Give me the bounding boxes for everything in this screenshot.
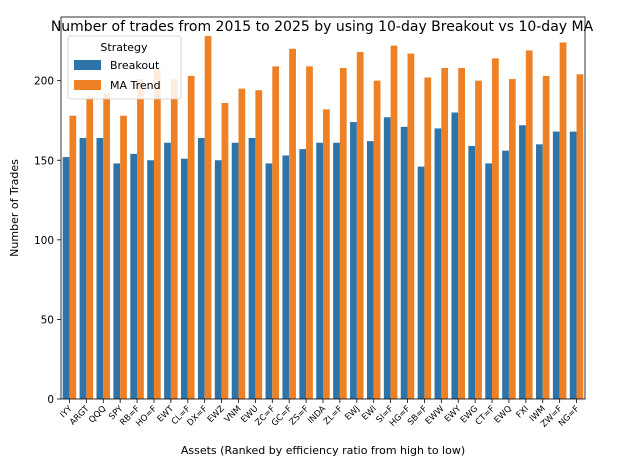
bar-ma-trend-inda [323, 109, 330, 399]
legend-label-ma-trend: MA Trend [110, 79, 161, 92]
x-tick-label: QQQ [87, 404, 108, 425]
x-tick-label: ZS=F [288, 404, 312, 428]
y-tick-label: 50 [41, 314, 54, 326]
bar-breakout-gc-f [282, 155, 290, 399]
x-tick-label: EWQ [493, 404, 515, 426]
bar-breakout-fxi [519, 125, 526, 399]
bar-breakout-zl-f [333, 142, 340, 400]
bar-breakout-zs-f [299, 149, 307, 399]
bar-ma-trend-sb-f [424, 77, 432, 399]
y-tick-label: 100 [34, 235, 54, 247]
bar-ma-trend-ewi [373, 80, 381, 400]
x-tick-label: ARGT [68, 403, 92, 427]
bar-ma-trend-dx-f [204, 36, 212, 399]
x-tick-label: EWW [424, 404, 447, 427]
bar-ma-trend-ewz [221, 102, 229, 399]
bar-ma-trend-qqq [103, 93, 111, 400]
bar-breakout-ewy [451, 112, 459, 399]
bar-ma-trend-hg-f [407, 53, 415, 400]
bar-ma-trend-si-f [390, 45, 398, 400]
bar-breakout-cl-f [181, 158, 188, 399]
bar-breakout-hg-f [400, 126, 408, 399]
bar-breakout-ewq [502, 150, 509, 399]
x-tick-label: SB=F [406, 404, 430, 428]
bar-breakout-iwm [535, 144, 543, 399]
bar-breakout-ewg [468, 145, 476, 399]
bar-ma-trend-zl-f [339, 67, 347, 400]
y-tick-label: 200 [34, 76, 54, 88]
bar-breakout-vnm [231, 142, 239, 400]
bar-ma-trend-argt [86, 96, 94, 399]
bar-breakout-qqq [96, 137, 104, 399]
bar-ma-trend-ewj [356, 52, 364, 400]
legend-label-breakout: Breakout [110, 59, 160, 72]
bar-breakout-rb-f [130, 153, 138, 399]
x-axis: IYYARGTQQQSPYRB=FHO=FEWTCL=FDX=FEWZVNMEW… [58, 399, 582, 430]
bar-breakout-ct-f [485, 163, 493, 399]
bar-ma-trend-zs-f [306, 66, 313, 399]
bar-breakout-inda [316, 142, 323, 400]
bar-ma-trend-ewu [255, 90, 263, 399]
bar-breakout-zw-f [552, 131, 560, 399]
bar-breakout-iyy [62, 157, 70, 399]
bar-ma-trend-eww [441, 67, 449, 400]
bar-breakout-ho-f [147, 160, 154, 399]
bar-ma-trend-gc-f [289, 48, 296, 399]
legend: Strategy Breakout MA Trend [67, 35, 182, 100]
bar-ma-trend-ewg [475, 80, 482, 400]
x-tick-label: ZL=F [322, 404, 345, 427]
y-axis: 0 50 100 150 200 [34, 76, 61, 406]
bar-ma-trend-ng-f [576, 74, 584, 400]
chart-title: Number of trades from 2015 to 2025 by us… [51, 19, 594, 35]
bar-breakout-sb-f [417, 166, 425, 399]
x-tick-label: CT=F [474, 404, 498, 428]
bar-breakout-argt [79, 137, 87, 399]
bar-breakout-zc-f [265, 163, 273, 399]
bars-group [62, 36, 584, 400]
bar-ma-trend-spy [120, 115, 127, 400]
bar-ma-trend-ewq [508, 79, 516, 399]
bar-breakout-spy [113, 163, 121, 399]
bar-ma-trend-cl-f [187, 75, 195, 399]
x-tick-label: EWJ [343, 404, 362, 423]
y-axis-label: Number of Trades [8, 159, 21, 257]
bar-breakout-ewt [164, 142, 171, 400]
bar-breakout-dx-f [197, 137, 205, 399]
bar-ma-trend-rb-f [137, 79, 144, 399]
y-tick-label: 150 [34, 155, 54, 167]
x-tick-label: VNM [223, 404, 244, 425]
bar-breakout-ewu [248, 137, 256, 399]
legend-swatch-breakout [74, 60, 101, 70]
bar-breakout-ewj [350, 122, 357, 400]
bar-ma-trend-ewy [458, 67, 465, 400]
y-tick-label: 0 [47, 394, 54, 406]
bar-ma-trend-zw-f [559, 42, 567, 399]
bar-ma-trend-iyy [69, 115, 77, 400]
bar-breakout-eww [434, 128, 442, 400]
bar-ma-trend-vnm [238, 88, 246, 400]
x-axis-label: Assets (Ranked by efficiency ratio from … [181, 444, 465, 457]
x-tick-label: EWZ [206, 404, 227, 425]
bar-ma-trend-ct-f [492, 58, 499, 399]
plot-frame [60, 16, 586, 400]
bar-ma-trend-ewt [170, 79, 178, 399]
bar-ma-trend-fxi [525, 50, 533, 400]
bar-breakout-ng-f [569, 131, 577, 399]
bar-breakout-si-f [383, 117, 391, 400]
bar-ma-trend-iwm [542, 75, 550, 399]
bar-ma-trend-ho-f [153, 69, 161, 400]
legend-swatch-ma-trend [74, 80, 101, 90]
bar-breakout-ewz [214, 160, 222, 399]
legend-title: Strategy [100, 41, 148, 54]
bar-ma-trend-zc-f [272, 66, 280, 399]
bar-breakout-ewi [366, 141, 374, 399]
